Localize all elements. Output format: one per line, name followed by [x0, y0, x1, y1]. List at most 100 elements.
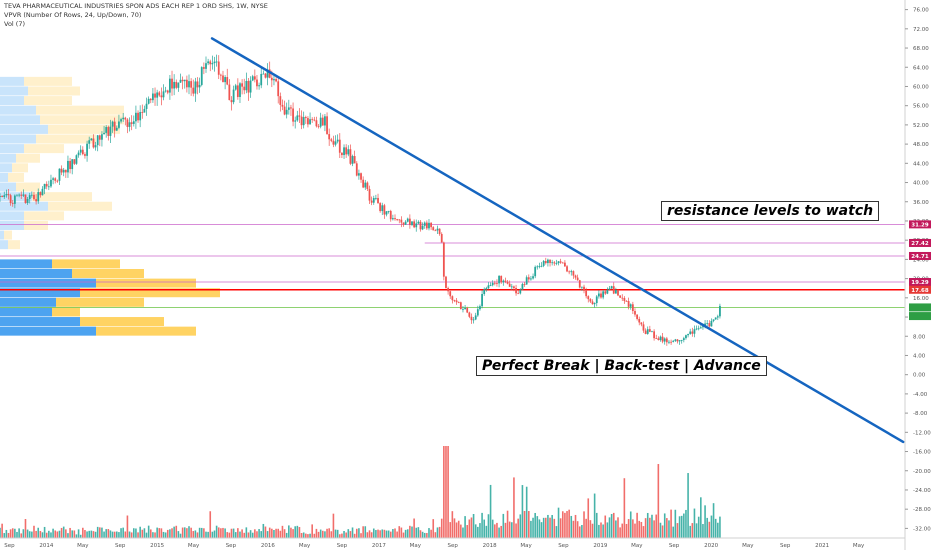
candle-body	[476, 309, 479, 316]
candle-body	[143, 108, 146, 113]
volume-bar	[203, 528, 205, 538]
candle-body	[7, 194, 10, 196]
volume-bar	[362, 526, 364, 538]
candle-body	[583, 286, 585, 291]
volume-bar	[158, 528, 161, 538]
candle-body	[587, 296, 590, 300]
volume-bar	[300, 533, 303, 538]
volume-bar	[188, 526, 190, 538]
price-tag	[909, 285, 931, 294]
candle-body	[309, 119, 311, 125]
candle-body	[50, 179, 52, 187]
candle-body	[185, 79, 188, 88]
volume-bar	[84, 530, 86, 538]
price-tick-label: 4.00	[913, 353, 926, 359]
candle-body	[504, 280, 507, 282]
candle-body	[130, 122, 133, 124]
candle-body	[75, 155, 78, 164]
volume-bar	[154, 532, 156, 538]
volume-bar	[260, 531, 263, 538]
volume-bar	[710, 515, 713, 538]
price-tick-label: -8.00	[913, 411, 928, 417]
volume-bar	[506, 510, 509, 538]
candle-body	[580, 286, 583, 288]
volume-bar	[440, 518, 443, 538]
volume-bar	[305, 533, 307, 538]
volume-bar	[598, 524, 600, 538]
candle-body	[321, 117, 324, 126]
candle-body	[20, 194, 23, 196]
candle-body	[449, 291, 452, 297]
candle-body	[64, 169, 67, 173]
candle-body	[674, 339, 677, 341]
candle-body	[149, 98, 152, 101]
candle-body	[228, 84, 231, 101]
candle-body	[113, 121, 116, 131]
candle-body	[268, 69, 271, 78]
volume-indicator-label[interactable]: Vol (7)	[4, 20, 25, 28]
price-tag-label: 24.71	[911, 254, 929, 260]
volume-bar	[241, 529, 243, 538]
candle-body	[379, 203, 382, 212]
volume-bar	[717, 522, 719, 538]
candle-body	[655, 338, 658, 339]
vpvr-down-bar	[24, 144, 64, 154]
candle-body	[493, 282, 496, 284]
candle-body	[60, 168, 63, 173]
volume-bar	[595, 512, 598, 538]
volume-bar	[566, 511, 568, 538]
vpvr-down-bar	[24, 220, 48, 230]
volume-bar	[625, 523, 628, 538]
volume-bar	[75, 534, 78, 538]
candle-body	[355, 163, 358, 176]
candle-body	[290, 107, 292, 109]
vpvr-indicator-label[interactable]: VPVR (Number Of Rows, 24, Up/Down, 70)	[4, 11, 142, 19]
candle-body	[330, 139, 333, 141]
volume-bar	[118, 532, 120, 538]
candle-body	[544, 261, 547, 264]
time-tick-label: May	[853, 543, 865, 549]
volume-bar	[243, 532, 246, 538]
candle-body	[404, 221, 407, 225]
candle-body	[160, 95, 163, 98]
candle-body	[118, 121, 120, 128]
candle-body	[345, 147, 348, 155]
volume-bar	[130, 532, 133, 538]
candle-body	[173, 81, 176, 89]
volume-bars	[0, 446, 721, 538]
candle-body	[559, 261, 562, 263]
candle-body	[343, 147, 345, 156]
volume-bar	[400, 527, 403, 538]
volume-bar	[415, 527, 418, 538]
volume-bar	[145, 532, 148, 538]
candle-body	[353, 156, 356, 164]
volume-bar	[693, 508, 696, 538]
volume-bar	[334, 529, 337, 538]
volume-bar	[101, 527, 103, 538]
volume-bar	[428, 528, 430, 538]
volume-bar	[468, 519, 471, 538]
volume-bar	[7, 532, 10, 538]
volume-bar	[544, 517, 547, 538]
volume-bar	[508, 521, 511, 538]
time-tick-label: Sep	[337, 543, 348, 549]
volume-bar	[16, 531, 18, 538]
volume-bar	[1, 523, 3, 538]
candle-body	[553, 262, 556, 264]
candle-body	[30, 194, 33, 196]
candle-body	[532, 276, 534, 279]
descending-trendline[interactable]	[210, 37, 905, 444]
volume-bar	[559, 518, 562, 538]
volume-bar	[523, 510, 526, 538]
candle-body	[94, 145, 97, 148]
candle-body	[219, 74, 222, 76]
time-tick-label: May	[188, 543, 200, 549]
volume-bar	[392, 529, 394, 538]
vpvr-down-bar	[56, 297, 144, 307]
volume-bar	[275, 528, 277, 538]
volume-bar	[200, 527, 203, 538]
volume-bar	[462, 527, 464, 538]
time-tick-label: May	[410, 543, 422, 549]
candle-body	[432, 227, 435, 231]
